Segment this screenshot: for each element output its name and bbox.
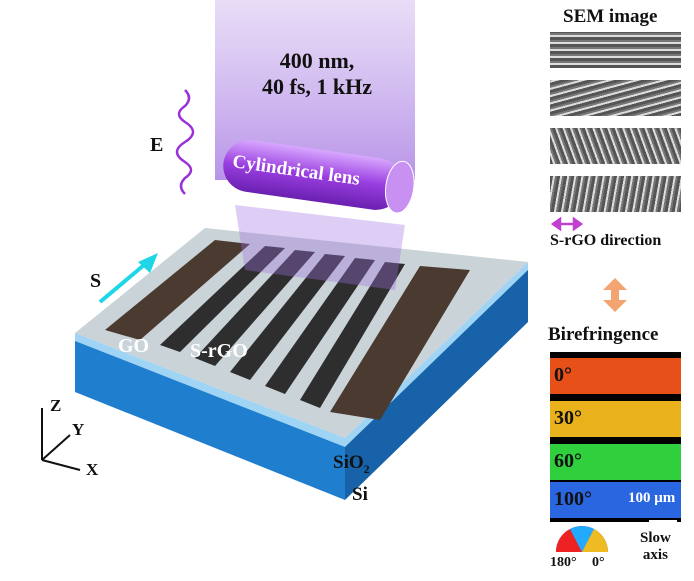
srgo-label: S-rGO bbox=[190, 340, 248, 362]
axes-icon bbox=[41, 408, 81, 471]
sio2-layer bbox=[75, 262, 528, 447]
laser-wavelength: 400 nm, bbox=[279, 48, 355, 73]
sem-image-100 bbox=[550, 176, 681, 212]
sem-legend: S-rGO direction bbox=[550, 232, 662, 249]
axis-z-label: Z bbox=[50, 396, 62, 415]
scale-bar bbox=[649, 520, 677, 523]
axis-y-label: Y bbox=[72, 420, 85, 439]
wheel-left-label: 180° bbox=[550, 555, 577, 570]
scan-label: S bbox=[90, 270, 102, 292]
bir-angle-label: 30° bbox=[554, 407, 582, 429]
bir-panel-60: 60° bbox=[550, 444, 681, 480]
sio2-text: SiO bbox=[333, 452, 364, 473]
sem-image-0 bbox=[550, 32, 681, 68]
sem-image-15 bbox=[550, 80, 681, 116]
sem-image-70 bbox=[550, 128, 681, 164]
scale-bar-label: 100 μm bbox=[628, 490, 676, 506]
birefringence-title: Birefringence bbox=[548, 324, 659, 345]
bir-panel-30: 30° bbox=[550, 401, 681, 437]
slow-axis-line2: axis bbox=[642, 547, 668, 563]
pillar-rows bbox=[105, 240, 470, 420]
go-label: GO bbox=[118, 335, 150, 357]
cylindrical-lens bbox=[223, 140, 415, 214]
axis-x-label: X bbox=[86, 460, 99, 479]
magenta-double-arrow-icon bbox=[550, 216, 584, 232]
e-field-label: E bbox=[150, 134, 164, 156]
laser-pulse: 40 fs, 1 kHz bbox=[262, 74, 372, 99]
slow-axis-line1: Slow bbox=[640, 530, 671, 546]
e-field-wave-icon bbox=[175, 89, 195, 195]
sio2-subscript: 2 bbox=[363, 461, 370, 476]
scan-arrow-icon bbox=[98, 258, 152, 304]
bir-panel-0: 0° bbox=[550, 358, 681, 394]
si-substrate-left bbox=[75, 340, 345, 500]
slow-axis-label: Slow axis bbox=[640, 530, 671, 564]
color-wheel-icon bbox=[556, 526, 608, 552]
si-label: Si bbox=[352, 484, 368, 505]
bir-panel-100: 100° 100 μm bbox=[550, 482, 681, 518]
si-substrate-right bbox=[345, 268, 528, 500]
wheel-right-label: 0° bbox=[592, 555, 605, 570]
bir-angle-label: 60° bbox=[554, 450, 582, 472]
sem-title: SEM image bbox=[563, 6, 658, 27]
bir-angle-label: 100° bbox=[554, 488, 592, 510]
sio2-label: SiO2 bbox=[333, 452, 370, 477]
focused-beam bbox=[235, 205, 405, 290]
bir-angle-label: 0° bbox=[554, 364, 572, 386]
laser-params: 400 nm, 40 fs, 1 kHz bbox=[262, 48, 372, 100]
orange-double-arrow-icon bbox=[603, 278, 627, 312]
